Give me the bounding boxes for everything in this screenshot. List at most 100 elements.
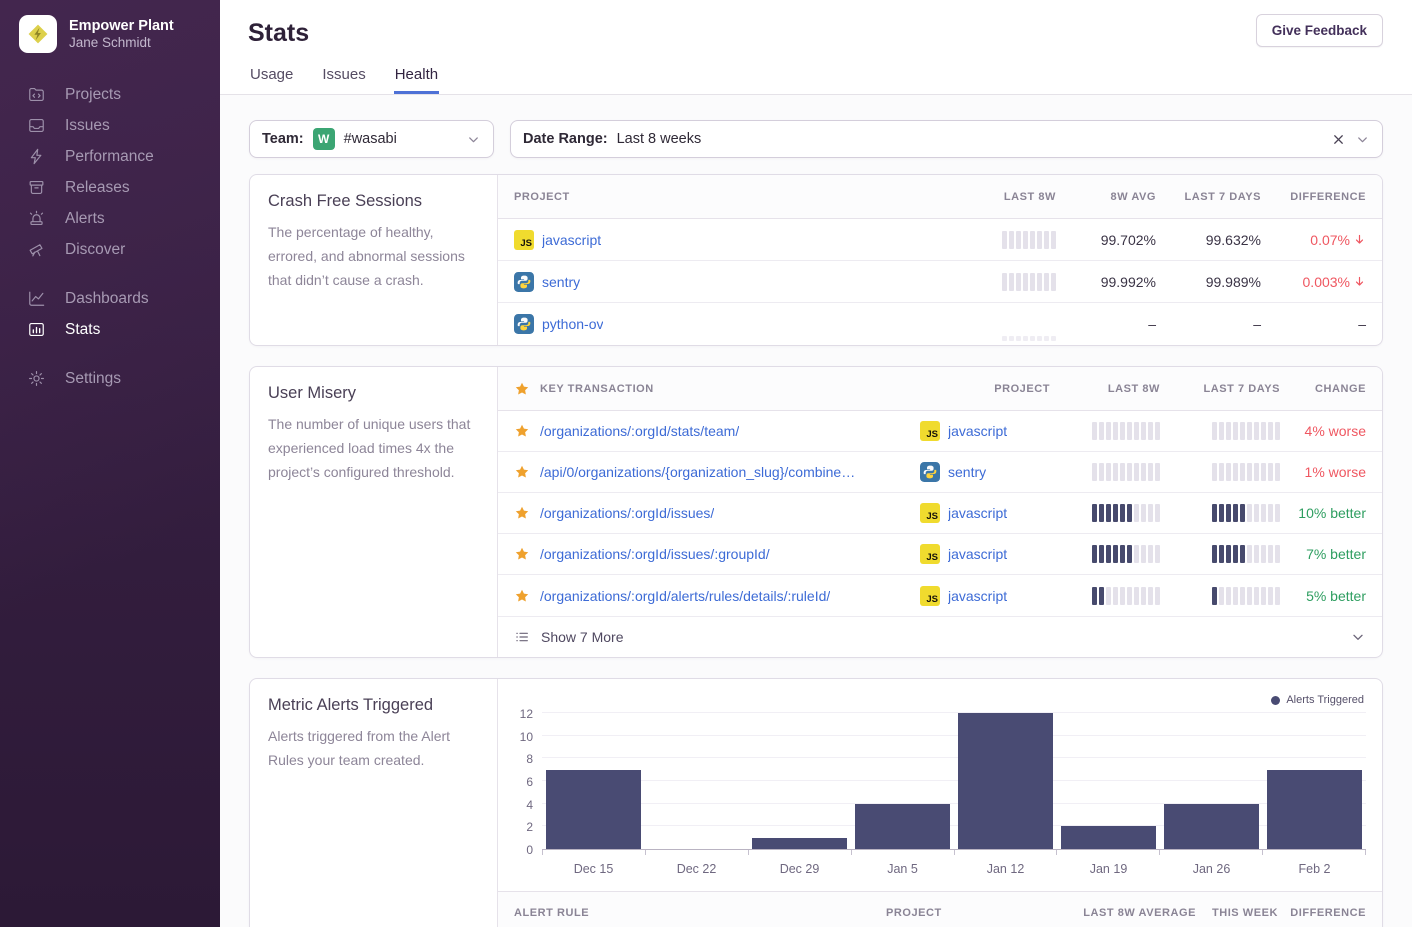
chart-area: 024681012	[512, 714, 1366, 850]
table-row: /organizations/:orgId/stats/team/JSjavas…	[498, 411, 1382, 452]
main-area: Stats Give Feedback Usage Issues Health Te…	[220, 0, 1412, 927]
y-tick-label: 0	[526, 843, 533, 857]
difference-value: –	[1358, 316, 1366, 332]
avg-8w-value: –	[1148, 316, 1156, 332]
page-title: Stats	[220, 0, 1412, 48]
user-misery-panel: User Misery The number of unique users t…	[249, 366, 1383, 658]
sparkline-chart	[1212, 545, 1280, 563]
chart-bar-slot	[748, 714, 851, 849]
crash-free-table-header: PROJECTLAST 8W8W AVGLAST 7 DAYSDIFFERENC…	[498, 175, 1382, 219]
performance-icon	[27, 147, 46, 166]
chart-bar-dec-15	[546, 770, 642, 849]
date-range-value: Last 8 weeks	[617, 131, 702, 147]
panel-title: User Misery	[268, 384, 479, 403]
tab-issues[interactable]: Issues	[321, 53, 366, 94]
arrow-down-icon	[1353, 275, 1366, 288]
sidebar-item-projects[interactable]: Projects	[0, 79, 220, 110]
panel-text: Alerts triggered from the Alert Rules yo…	[268, 724, 479, 772]
team-filter[interactable]: Team: W #wasabi	[249, 120, 494, 158]
org-switcher[interactable]: Empower Plant Jane Schmidt	[0, 0, 220, 53]
sparkline-chart	[1002, 315, 1056, 333]
tab-health[interactable]: Health	[394, 53, 439, 94]
tab-usage[interactable]: Usage	[249, 53, 294, 94]
give-feedback-button[interactable]: Give Feedback	[1256, 14, 1383, 47]
page-header: Stats Give Feedback Usage Issues Health	[220, 0, 1412, 95]
sparkline-chart	[1092, 587, 1160, 605]
column-header-last-8w-average: LAST 8W AVERAGE	[1083, 907, 1196, 919]
column-header-key-transaction: KEY TRANSACTION	[514, 381, 920, 397]
chart-x-axis: Dec 15Dec 22Dec 29Jan 5Jan 12Jan 19Jan 2…	[542, 862, 1366, 876]
date-range-filter[interactable]: Date Range: Last 8 weeks	[510, 120, 1383, 158]
column-header-project: PROJECT	[514, 191, 946, 203]
chevron-down-icon	[1355, 132, 1370, 147]
x-tick-label: Dec 22	[645, 862, 748, 876]
alerts-bar-chart: Alerts Triggered 024681012 Dec 15Dec 22D…	[498, 679, 1382, 876]
sparkline-chart	[1092, 545, 1160, 563]
sidebar-item-label: Settings	[65, 370, 121, 388]
chart-bar-slot	[1263, 714, 1366, 849]
transaction-link[interactable]: /organizations/:orgId/issues/	[540, 505, 714, 521]
transaction-cell: /organizations/:orgId/issues/:groupId/	[514, 546, 920, 562]
tab-bar: Usage Issues Health	[220, 53, 1412, 94]
column-header-project: PROJECT	[886, 907, 1071, 919]
column-header-difference: DIFFERENCE	[1290, 907, 1366, 919]
close-icon[interactable]	[1331, 132, 1346, 147]
javascript-platform-icon: JS	[920, 544, 940, 564]
transaction-link[interactable]: /api/0/organizations/{organization_slug}…	[540, 464, 855, 480]
sidebar-item-issues[interactable]: Issues	[0, 110, 220, 141]
sparkline-chart	[1212, 587, 1280, 605]
transaction-link[interactable]: /organizations/:orgId/alerts/rules/detai…	[540, 588, 830, 604]
sparkline-chart	[1092, 463, 1160, 481]
chart-bar-dec-29	[752, 838, 848, 849]
star-icon	[514, 505, 530, 521]
difference-value: 0.07%	[1310, 232, 1366, 248]
x-tick	[749, 850, 852, 855]
project-link[interactable]: javascript	[948, 505, 1007, 521]
sidebar-item-settings[interactable]: Settings	[0, 363, 220, 394]
project-cell: JSjavascript	[920, 421, 1050, 441]
org-name: Empower Plant	[69, 17, 174, 35]
show-more-button[interactable]: Show 7 More	[498, 616, 1382, 657]
chart-y-axis: 024681012	[512, 714, 542, 850]
project-link[interactable]: sentry	[542, 274, 580, 290]
sidebar-item-stats[interactable]: Stats	[0, 314, 220, 345]
sidebar-item-releases[interactable]: Releases	[0, 172, 220, 203]
star-icon	[514, 464, 530, 480]
change-value: 5% better	[1306, 588, 1366, 604]
transaction-link[interactable]: /organizations/:orgId/stats/team/	[540, 423, 739, 439]
chart-bar-slot	[851, 714, 954, 849]
project-link[interactable]: javascript	[948, 423, 1007, 439]
chart-bar-slot	[1160, 714, 1263, 849]
javascript-platform-icon: JS	[920, 503, 940, 523]
transaction-cell: /organizations/:orgId/stats/team/	[514, 423, 920, 439]
column-header-alert-rule: ALERT RULE	[514, 907, 886, 919]
table-row: /organizations/:orgId/alerts/rules/detai…	[498, 575, 1382, 616]
javascript-platform-icon: JS	[920, 586, 940, 606]
x-tick-label: Jan 19	[1057, 862, 1160, 876]
chart-bar-slot	[542, 714, 645, 849]
column-header-difference: DIFFERENCE	[1290, 191, 1366, 203]
x-tick	[1263, 850, 1366, 855]
crash-free-sessions-panel: Crash Free Sessions The percentage of he…	[249, 174, 1383, 346]
sidebar-item-performance[interactable]: Performance	[0, 141, 220, 172]
project-link[interactable]: python-ov	[542, 316, 603, 332]
sidebar-item-label: Projects	[65, 86, 121, 104]
empower-plant-logo	[19, 15, 57, 53]
project-link[interactable]: sentry	[948, 464, 986, 480]
sidebar-item-discover[interactable]: Discover	[0, 234, 220, 265]
project-link[interactable]: javascript	[948, 546, 1007, 562]
project-cell: JS javascript	[920, 544, 1050, 564]
transaction-link[interactable]: /organizations/:orgId/issues/:groupId/	[540, 546, 770, 562]
table-row: /organizations/:orgId/issues/JS javascrip…	[498, 493, 1382, 534]
column-header-project: PROJECT	[994, 383, 1050, 395]
project-link[interactable]: javascript	[948, 588, 1007, 604]
sidebar-item-dashboards[interactable]: Dashboards	[0, 283, 220, 314]
difference-text: 0.003%	[1303, 274, 1350, 290]
table-row: JSjavascript99.702%99.632%0.07%	[498, 219, 1382, 261]
project-link[interactable]: javascript	[542, 232, 601, 248]
column-header-this-week: THIS WEEK	[1212, 907, 1278, 919]
javascript-platform-icon: JS	[514, 230, 534, 250]
chevron-down-icon	[1350, 629, 1366, 645]
sidebar-item-alerts[interactable]: Alerts	[0, 203, 220, 234]
date-range-label: Date Range:	[523, 131, 608, 147]
